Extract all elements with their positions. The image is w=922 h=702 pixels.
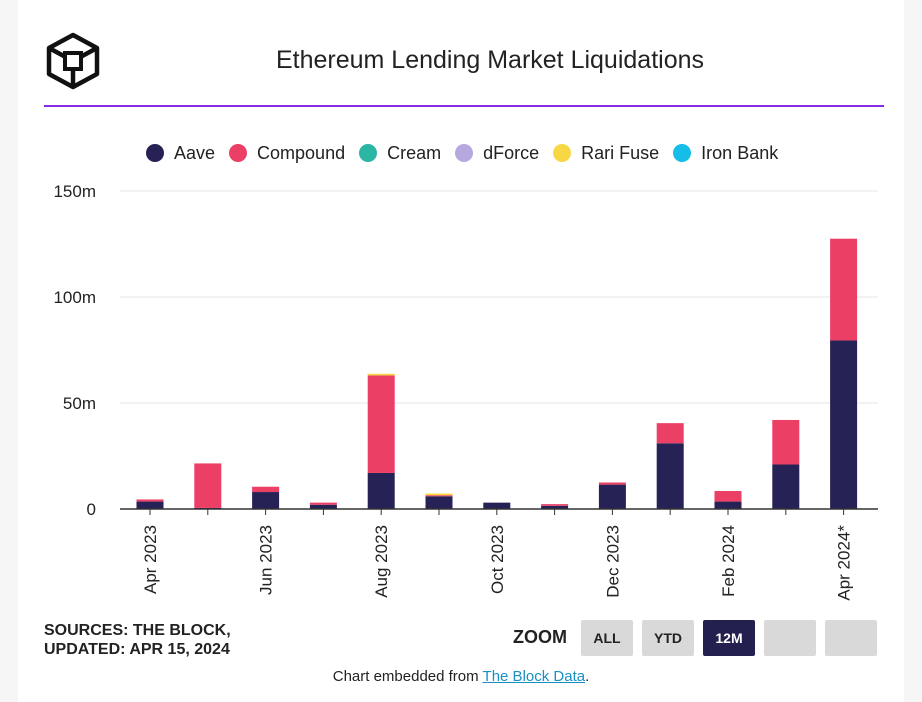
- sources-line: SOURCES: THE BLOCK,: [44, 622, 231, 639]
- bar-aave-mar-2024: [772, 464, 800, 509]
- bar-compound-jun-2023: [252, 486, 280, 493]
- bar-rari-fuse-aug-2023: [367, 373, 395, 376]
- legend-swatch: [229, 144, 248, 162]
- bar-compound-jul-2023: [309, 502, 337, 505]
- zoom-all-button[interactable]: ALL: [581, 620, 633, 656]
- legend-label: Cream: [387, 142, 442, 163]
- legend-label: Iron Bank: [701, 142, 779, 163]
- legend-item-rari-fuse[interactable]: Rari Fuse: [553, 143, 659, 164]
- bar-compound-nov-2023: [541, 504, 569, 506]
- bar-aave-jun-2023: [252, 492, 280, 509]
- bar-aave-feb-2024: [714, 501, 742, 509]
- bar-compound-feb-2024: [714, 490, 742, 502]
- bar-compound-mar-2024: [772, 419, 800, 465]
- x-tick-label: Apr 2023: [141, 525, 160, 594]
- legend-swatch: [359, 144, 378, 162]
- zoom-blank-button[interactable]: [764, 620, 816, 656]
- zoom-label: ZOOM: [513, 627, 567, 647]
- updated-line: UPDATED: APR 15, 2024: [44, 641, 230, 658]
- chart-title: Ethereum Lending Market Liquidations: [275, 46, 705, 74]
- legend-item-aave[interactable]: Aave: [146, 143, 215, 164]
- bar-compound-jan-2024: [656, 423, 684, 444]
- x-tick-label: Oct 2023: [488, 525, 507, 594]
- bar-aave-aug-2023: [367, 472, 395, 509]
- embed-suffix: .: [585, 668, 590, 685]
- legend-swatch: [553, 144, 572, 162]
- y-tick-label: 100m: [53, 288, 96, 307]
- chart-plot: 0 50m 100m 150m Apr 2023 Jun 2023 Aug 2023 Oct …: [53, 182, 878, 601]
- bar-compound-sep-2023: [425, 495, 453, 497]
- bar-aave-apr-2024: [830, 340, 858, 509]
- legend-item-dforce[interactable]: dForce: [455, 143, 539, 164]
- sources-note: SOURCES: THE BLOCK, UPDATED: APR 15, 202…: [44, 621, 231, 659]
- y-tick-label: 150m: [53, 182, 96, 201]
- zoom-blank-button[interactable]: [825, 620, 877, 656]
- chart-legend: Aave Compound Cream dForce Rari Fuse Iron Ban…: [146, 140, 792, 166]
- bar-aave-dec-2023: [598, 484, 626, 509]
- legend-item-compound[interactable]: Compound: [229, 143, 345, 164]
- the-block-logo-icon: [46, 32, 100, 90]
- legend-label: Rari Fuse: [581, 142, 660, 163]
- y-tick-label: 50m: [63, 394, 96, 413]
- y-tick-label: 0: [87, 500, 96, 519]
- bar-aave-nov-2023: [541, 505, 569, 509]
- the-block-data-link[interactable]: The Block Data: [482, 668, 586, 685]
- legend-swatch: [455, 144, 474, 162]
- bar-compound-dec-2023: [598, 482, 626, 485]
- x-tick-label: Apr 2024*: [835, 525, 854, 601]
- zoom-12m-button[interactable]: 12M: [703, 620, 755, 656]
- bar-aave-sep-2023: [425, 496, 453, 509]
- bar-compound-aug-2023: [367, 375, 395, 473]
- bar-compound-may-2023: [194, 463, 222, 508]
- legend-item-cream[interactable]: Cream: [359, 143, 441, 164]
- legend-label: Compound: [257, 142, 346, 163]
- bar-rari-fuse-sep-2023: [425, 493, 453, 496]
- zoom-ytd-button[interactable]: YTD: [642, 620, 694, 656]
- bar-aave-oct-2023: [483, 502, 511, 509]
- embed-prefix: Chart embedded from: [332, 668, 483, 685]
- legend-swatch: [673, 144, 692, 162]
- legend-swatch: [146, 144, 164, 162]
- bar-compound-apr-2024: [830, 238, 858, 341]
- legend-label: dForce: [483, 142, 540, 163]
- legend-item-iron-bank[interactable]: Iron Bank: [673, 143, 778, 164]
- bar-aave-jan-2024: [656, 443, 684, 509]
- embed-note: Chart embedded from The Block Data.: [0, 668, 922, 685]
- x-tick-label: Feb 2024: [719, 525, 738, 597]
- x-tick-label: Dec 2023: [603, 525, 622, 598]
- bar-compound-apr-2023: [136, 499, 164, 502]
- title-divider: [44, 105, 884, 107]
- chart-card: [18, 0, 904, 702]
- x-tick-label: Jun 2023: [257, 525, 276, 595]
- bar-aave-jul-2023: [309, 504, 337, 509]
- x-tick-label: Aug 2023: [372, 525, 391, 598]
- bar-aave-apr-2023: [136, 501, 164, 509]
- legend-label: Aave: [174, 142, 216, 163]
